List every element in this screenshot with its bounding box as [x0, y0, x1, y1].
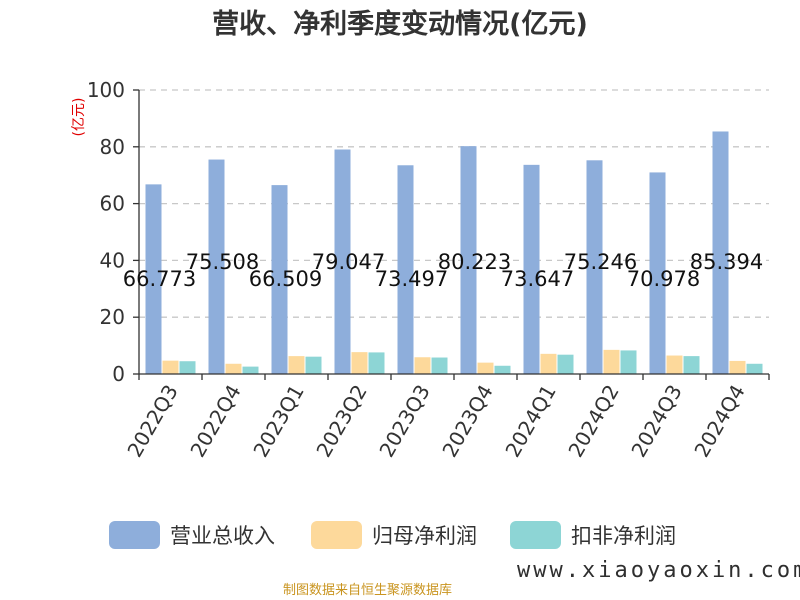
bar-net-profit: [162, 360, 179, 374]
legend-label: 营业总收入: [170, 524, 275, 548]
bar-deducted-net-profit: [746, 363, 763, 374]
data-label: 85.394: [690, 250, 763, 274]
legend: 营业总收入 归母净利润 扣非净利润: [109, 521, 676, 549]
y-tick-label: 100: [87, 78, 125, 102]
bar-revenue: [523, 164, 540, 374]
bar-revenue: [208, 159, 225, 374]
x-tick-label: 2024Q1: [500, 381, 560, 462]
legend-swatch: [510, 521, 561, 549]
bar-deducted-net-profit: [305, 356, 322, 374]
data-labels: 66.77375.50866.50979.04773.49780.22373.6…: [123, 250, 763, 291]
bar-revenue: [397, 165, 414, 374]
data-label: 75.246: [564, 250, 637, 274]
bar-deducted-net-profit: [494, 365, 511, 374]
data-label: 80.223: [438, 250, 511, 274]
axes: [138, 90, 769, 375]
bar-net-profit: [540, 353, 557, 374]
bar-deducted-net-profit: [431, 357, 448, 374]
bar-net-profit: [477, 362, 494, 374]
x-tick-label: 2023Q4: [437, 381, 497, 462]
x-axis-ticks: 2022Q3 2022Q4 2023Q1 2023Q2 2023Q3 2023Q4 2024…: [122, 374, 770, 462]
bar-net-profit: [603, 349, 620, 374]
bar-net-profit: [288, 356, 305, 374]
bar-deducted-net-profit: [620, 350, 637, 374]
legend-label: 扣非净利润: [571, 524, 676, 548]
y-axis-ticks: 0 20 40 60 80 100: [87, 78, 139, 386]
data-label: 70.978: [627, 267, 700, 291]
bar-revenue: [334, 149, 351, 374]
y-tick-label: 40: [100, 248, 125, 272]
y-tick-label: 20: [100, 305, 125, 329]
bar-net-profit: [729, 360, 746, 374]
data-label: 75.508: [186, 250, 259, 274]
bar-deducted-net-profit: [557, 354, 574, 374]
bars: [145, 131, 763, 374]
bar-net-profit: [414, 357, 431, 374]
bar-revenue: [145, 184, 162, 374]
bar-net-profit: [666, 355, 683, 374]
x-tick-label: 2022Q4: [185, 381, 245, 462]
bar-revenue: [586, 160, 603, 374]
data-label: 79.047: [312, 250, 385, 274]
legend-swatch: [311, 521, 362, 549]
bar-deducted-net-profit: [368, 352, 385, 374]
x-tick-label: 2023Q2: [311, 381, 371, 462]
legend-label: 归母净利润: [372, 524, 477, 548]
x-tick-label: 2023Q1: [248, 381, 308, 462]
legend-swatch: [109, 521, 160, 549]
bar-revenue: [649, 172, 666, 374]
y-tick-label: 60: [100, 192, 125, 216]
x-tick-label: 2024Q3: [626, 381, 686, 462]
bar-revenue: [460, 146, 477, 374]
data-label: 66.773: [123, 267, 196, 291]
y-axis-label: (亿元): [71, 98, 87, 137]
data-label: 66.509: [249, 267, 322, 291]
bar-deducted-net-profit: [179, 361, 196, 374]
x-tick-label: 2023Q3: [374, 381, 434, 462]
data-label: 73.647: [501, 267, 574, 291]
bar-net-profit: [351, 352, 368, 374]
x-tick-label: 2024Q4: [689, 381, 749, 462]
grid-lines: [139, 89, 769, 318]
bar-net-profit: [225, 363, 242, 374]
bar-deducted-net-profit: [683, 356, 700, 374]
chart-title: 营收、净利季度变动情况(亿元): [212, 8, 588, 40]
x-tick-label: 2024Q2: [563, 381, 623, 462]
bar-deducted-net-profit: [242, 366, 259, 374]
source-note: 制图数据来自恒生聚源数据库: [283, 583, 453, 598]
bar-revenue: [712, 131, 729, 374]
watermark: www.xiaoyaoxin.com: [517, 558, 800, 583]
x-tick-label: 2022Q3: [122, 381, 182, 462]
y-tick-label: 80: [100, 135, 125, 159]
y-tick-label: 0: [112, 362, 125, 386]
data-label: 73.497: [375, 267, 448, 291]
bar-revenue: [271, 185, 288, 374]
